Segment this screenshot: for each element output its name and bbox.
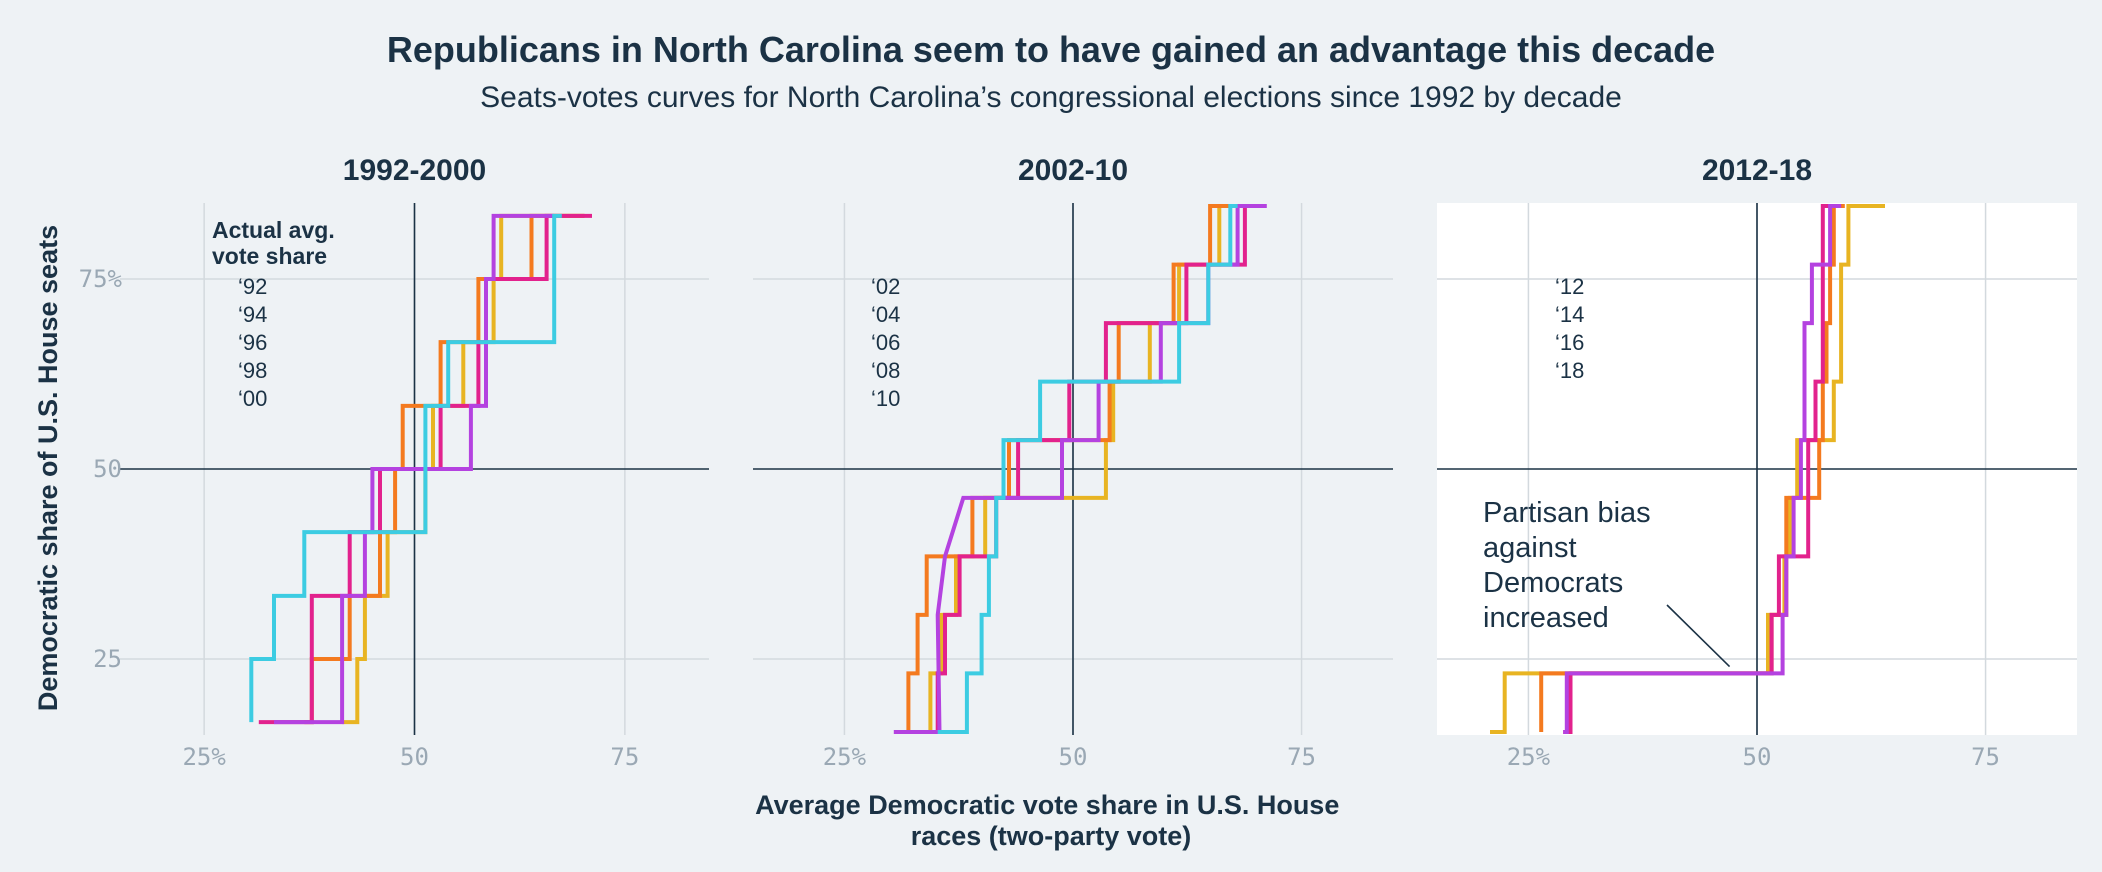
y-tick-label: 25 xyxy=(93,645,122,673)
panels: 1992-2000 25% 50 75 25 50 75% Actual avg.vote s… xyxy=(79,154,2077,771)
panel-1: 2002-10 25% 50 75 ‘02 ‘04 ‘06 ‘08 ‘10 xyxy=(753,154,1393,771)
panel-title: 2002-10 xyxy=(1018,154,1128,187)
legend-item: ‘06 xyxy=(871,330,900,355)
series-line-4 xyxy=(249,213,562,723)
annotation-text-line: increased xyxy=(1483,602,1609,634)
annotation-text-line: Democrats xyxy=(1483,567,1623,599)
series-line-3 xyxy=(1563,204,1842,734)
x-tick-label: 25% xyxy=(823,743,867,771)
legend-item: ‘16 xyxy=(1555,330,1584,355)
panel-title: 2012-18 xyxy=(1702,154,1812,187)
x-tick-label: 75 xyxy=(1971,743,2000,771)
legend-item: ‘98 xyxy=(238,358,267,383)
legend-item: ‘02 xyxy=(871,274,900,299)
legend-item: ‘12 xyxy=(1555,274,1584,299)
x-tick-label: 50 xyxy=(1743,743,1772,771)
legend-item: ‘96 xyxy=(238,330,267,355)
legend-item: ‘18 xyxy=(1555,358,1584,383)
legend-title: vote share xyxy=(212,243,327,269)
x-axis-label: Average Democratic vote share in U.S. Ho… xyxy=(755,790,1347,851)
legend-item: ‘10 xyxy=(871,386,900,411)
chart-title: Republicans in North Carolina seem to ha… xyxy=(387,29,1715,70)
legend-item: ‘94 xyxy=(238,302,267,327)
y-tick-label: 75% xyxy=(79,265,123,293)
annotation-text-line: against xyxy=(1483,532,1577,564)
legend-item: ‘14 xyxy=(1555,302,1584,327)
legend-item: ‘04 xyxy=(871,302,900,327)
chart-subtitle: Seats-votes curves for North Carolina’s … xyxy=(480,81,1622,114)
legend-item: ‘08 xyxy=(871,358,900,383)
x-tick-label: 50 xyxy=(1059,743,1088,771)
panel-title: 1992-2000 xyxy=(343,154,486,187)
annotation-text-line: Partisan bias xyxy=(1483,497,1651,529)
x-axis-label-line: races (two-party vote) xyxy=(911,821,1192,851)
series-line-4 xyxy=(937,204,1238,734)
panel-0: 1992-2000 25% 50 75 25 50 75% Actual avg.vote s… xyxy=(79,154,709,771)
x-tick-label: 25% xyxy=(182,743,226,771)
x-tick-label: 75 xyxy=(610,743,639,771)
annotation-pointer-line xyxy=(1666,604,1731,668)
x-axis-label-line: Average Democratic vote share in U.S. Ho… xyxy=(755,790,1339,820)
x-tick-label: 75 xyxy=(1287,743,1316,771)
y-axis-label: Democratic share of U.S. House seats xyxy=(33,225,63,711)
x-tick-label: 25% xyxy=(1507,743,1551,771)
legend-title: Actual avg. xyxy=(212,217,335,243)
x-tick-label: 50 xyxy=(400,743,429,771)
legend-item: ‘00 xyxy=(238,386,267,411)
y-tick-label: 50 xyxy=(93,455,122,483)
panel-2: 2012-18 25% 50 75 ‘12 ‘14 ‘16 ‘18 Partisan biasa… xyxy=(1437,154,2077,771)
legend-item: ‘92 xyxy=(238,274,267,299)
